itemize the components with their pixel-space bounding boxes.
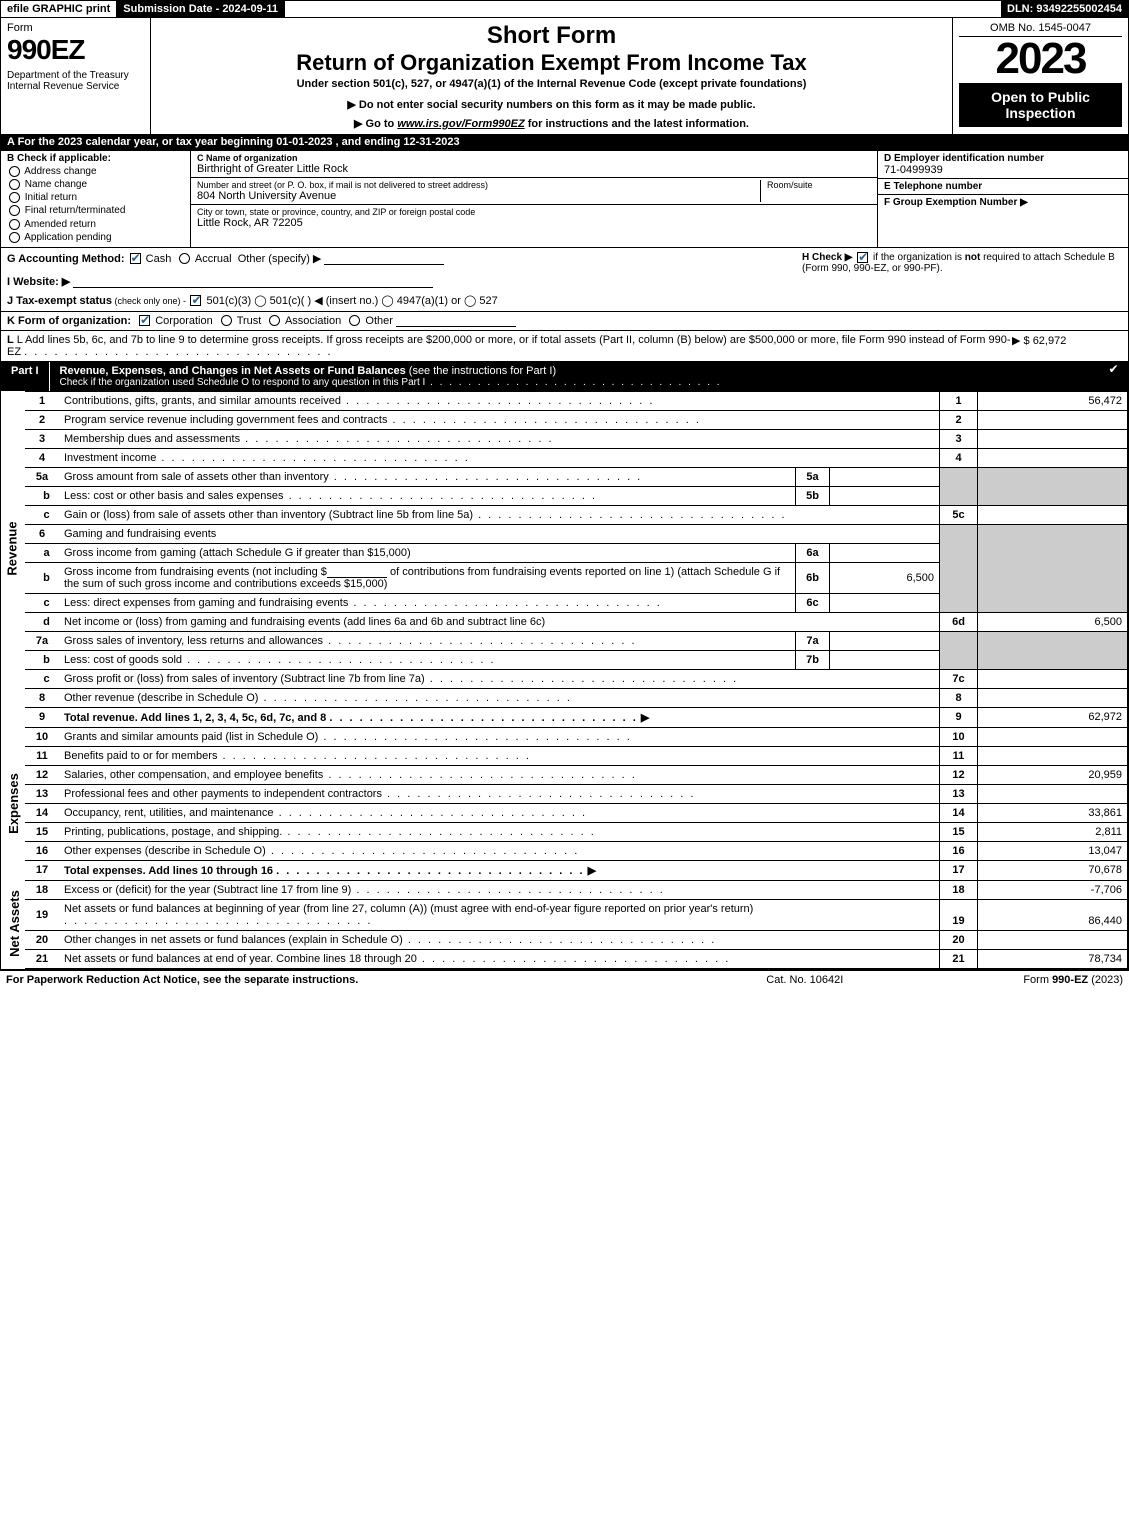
org-street: 804 North University Avenue xyxy=(197,190,754,202)
cb-address-change[interactable]: Address change xyxy=(7,166,184,177)
cb-pending[interactable]: Application pending xyxy=(7,232,184,243)
efile-label[interactable]: efile GRAPHIC print xyxy=(1,1,117,17)
line-15-val: 2,811 xyxy=(978,822,1128,841)
line-12-val: 20,959 xyxy=(978,765,1128,784)
line-19-val: 86,440 xyxy=(978,899,1128,930)
subtitle-under: Under section 501(c), 527, or 4947(a)(1)… xyxy=(157,78,946,90)
row-l: L L Add lines 5b, 6c, and 7b to line 9 t… xyxy=(1,330,1128,361)
cb-initial-return[interactable]: Initial return xyxy=(7,192,184,203)
irs-link[interactable]: www.irs.gov/Form990EZ xyxy=(397,118,524,130)
line-6b-val: 6,500 xyxy=(830,562,940,593)
section-def: D Employer identification number 71-0499… xyxy=(878,151,1128,247)
cb-accrual[interactable] xyxy=(179,253,190,264)
line-6d-val: 6,500 xyxy=(978,612,1128,631)
b-heading: B Check if applicable: xyxy=(7,153,184,164)
line-9-val: 62,972 xyxy=(978,707,1128,727)
row-k: K Form of organization: Corporation Trus… xyxy=(1,311,1128,330)
cb-final-return[interactable]: Final return/terminated xyxy=(7,205,184,216)
dln: DLN: 93492255002454 xyxy=(1001,1,1128,17)
line-16-val: 13,047 xyxy=(978,841,1128,860)
side-expenses: Expenses xyxy=(6,773,21,834)
cb-corporation[interactable] xyxy=(139,315,150,326)
form-number: 990EZ xyxy=(7,34,144,66)
page-footer: For Paperwork Reduction Act Notice, see … xyxy=(0,970,1129,989)
cb-other-org[interactable] xyxy=(349,315,360,326)
row-i: I Website: ▶ xyxy=(7,276,70,288)
part1-table: Revenue 1Contributions, gifts, grants, a… xyxy=(1,391,1128,969)
part-1-header: Part I Revenue, Expenses, and Changes in… xyxy=(1,361,1128,391)
ein: 71-0499939 xyxy=(884,164,1122,176)
line-14-val: 33,861 xyxy=(978,803,1128,822)
cb-amended[interactable]: Amended return xyxy=(7,219,184,230)
line-17-val: 70,678 xyxy=(978,860,1128,880)
row-g: G Accounting Method: Cash Accrual Other … xyxy=(7,252,802,307)
cb-name-change[interactable]: Name change xyxy=(7,179,184,190)
section-c: C Name of organization Birthright of Gre… xyxy=(191,151,878,247)
row-j-label: J Tax-exempt status xyxy=(7,295,112,307)
cb-cash[interactable] xyxy=(130,253,141,264)
side-revenue: Revenue xyxy=(5,522,20,576)
title-short-form: Short Form xyxy=(157,22,946,50)
cb-association[interactable] xyxy=(269,315,280,326)
instruction-goto: ▶ Go to www.irs.gov/Form990EZ for instru… xyxy=(157,117,946,130)
cb-501c3[interactable] xyxy=(190,295,201,306)
c-street-label: Number and street (or P. O. box, if mail… xyxy=(197,180,754,190)
gross-receipts: ▶ $ 62,972 xyxy=(1012,334,1122,358)
form-label: Form xyxy=(7,22,144,34)
line-21-val: 78,734 xyxy=(978,949,1128,968)
tax-year: 2023 xyxy=(959,37,1122,81)
c-name-label: C Name of organization xyxy=(197,153,298,163)
e-label: E Telephone number xyxy=(884,181,1122,192)
org-city: Little Rock, AR 72205 xyxy=(197,217,871,229)
c-city-label: City or town, state or province, country… xyxy=(197,207,871,217)
side-net-assets: Net Assets xyxy=(7,890,22,957)
cb-schedule-o-part1[interactable] xyxy=(1108,364,1119,375)
line-1-val: 56,472 xyxy=(978,391,1128,410)
row-a-period: A For the 2023 calendar year, or tax yea… xyxy=(1,134,1128,150)
f-label: F Group Exemption Number ▶ xyxy=(884,197,1122,208)
org-name: Birthright of Greater Little Rock xyxy=(197,163,871,175)
cb-trust[interactable] xyxy=(221,315,232,326)
c-room-label: Room/suite xyxy=(767,180,871,190)
cb-schedule-b[interactable] xyxy=(857,252,868,263)
dept-label: Department of the Treasury Internal Reve… xyxy=(7,70,144,92)
section-b: B Check if applicable: Address change Na… xyxy=(1,151,191,247)
line-18-val: -7,706 xyxy=(978,880,1128,899)
instruction-donot: ▶ Do not enter social security numbers o… xyxy=(157,98,946,111)
d-label: D Employer identification number xyxy=(884,153,1122,164)
website-input[interactable] xyxy=(73,287,433,288)
row-h: H Check ▶ if the organization is not req… xyxy=(802,252,1122,307)
open-inspection-badge: Open to Public Inspection xyxy=(959,83,1122,127)
title-return: Return of Organization Exempt From Incom… xyxy=(157,50,946,76)
submission-date: Submission Date - 2024-09-11 xyxy=(117,1,285,17)
